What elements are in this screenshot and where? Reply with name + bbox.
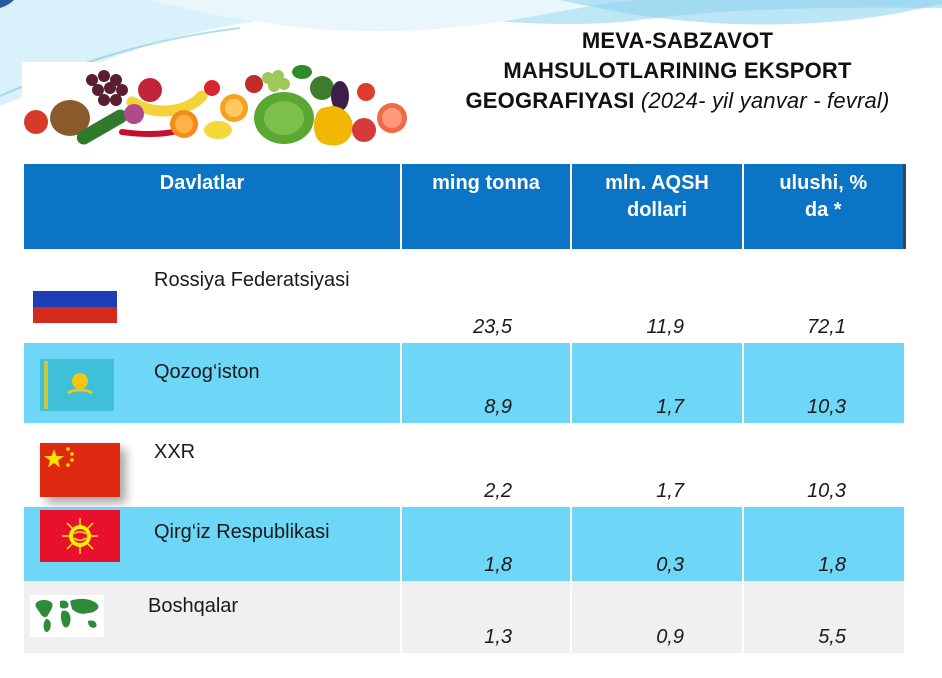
tonnes-cell: 8,9 (401, 343, 572, 423)
share-value: 72,1 (807, 316, 846, 338)
country-cell: Boshqalar (24, 581, 402, 653)
country-cell: Qozog‘iston (24, 343, 402, 423)
tonnes-value: 1,3 (484, 626, 512, 648)
header-usd: mln. AQSH dollari (571, 164, 744, 249)
share-cell: 5,5 (743, 581, 904, 653)
share-value: 10,3 (807, 396, 846, 418)
world-map-icon (30, 595, 104, 637)
tonnes-value: 23,5 (473, 316, 512, 338)
share-cell: 10,3 (743, 423, 904, 507)
header-country: Davlatlar (24, 164, 402, 249)
table-row: Boshqalar 1,3 0,9 5,5 (24, 581, 904, 653)
country-name: Qozog‘iston (154, 361, 260, 383)
page-title: MEVA-SABZAVOT MAHSULOTLARINING EKSPORT G… (420, 26, 935, 116)
table-row: Qozog‘iston 8,9 1,7 10,3 (24, 343, 904, 423)
title-line-3: GEOGRAFIYASI (2024- yil yanvar - fevral) (420, 86, 935, 116)
kazakhstan-flag-icon (40, 359, 114, 411)
usd-cell: 0,9 (571, 581, 744, 653)
share-value: 1,8 (818, 554, 846, 576)
share-cell: 72,1 (743, 249, 904, 343)
usd-cell: 1,7 (571, 423, 744, 507)
tonnes-cell: 2,2 (401, 423, 572, 507)
tonnes-value: 1,8 (484, 554, 512, 576)
country-name: Qirg‘iz Respublikasi (154, 521, 330, 543)
tonnes-value: 8,9 (484, 396, 512, 418)
header-usd-label: mln. AQSH dollari (605, 172, 709, 221)
usd-cell: 11,9 (571, 249, 744, 343)
tonnes-cell: 1,8 (401, 507, 572, 581)
usd-value: 0,3 (656, 554, 684, 576)
tonnes-cell: 1,3 (401, 581, 572, 653)
country-name: Boshqalar (148, 595, 239, 617)
title-line-2: MAHSULOTLARINING EKSPORT (503, 58, 852, 83)
country-name: XXR (154, 441, 196, 463)
tonnes-cell: 23,5 (401, 249, 572, 343)
russia-flag-icon (33, 275, 117, 323)
china-flag-icon (40, 443, 120, 497)
header-share-label: ulushi, % da * (779, 172, 868, 221)
header-share: ulushi, % da * (743, 164, 906, 249)
usd-value: 1,7 (656, 480, 684, 502)
usd-cell: 1,7 (571, 343, 744, 423)
table-row: XXR 2,2 1,7 10,3 (24, 423, 904, 507)
usd-value: 0,9 (656, 626, 684, 648)
usd-value: 1,7 (656, 396, 684, 418)
usd-value: 11,9 (646, 316, 684, 338)
share-value: 10,3 (807, 480, 846, 502)
header-tonnes-label: ming tonna (432, 172, 540, 194)
fruits-vegetables-banner (22, 62, 410, 148)
country-cell: Rossiya Federatsiyasi (24, 249, 402, 343)
usd-cell: 0,3 (571, 507, 744, 581)
table-row: Rossiya Federatsiyasi 23,5 11,9 72,1 (24, 249, 904, 343)
table-header-row: Davlatlar ming tonna mln. AQSH dollari u… (24, 164, 906, 249)
header-tonnes: ming tonna (401, 164, 572, 249)
background-waves (0, 0, 942, 106)
share-cell: 10,3 (743, 343, 904, 423)
country-cell: XXR (24, 423, 402, 507)
tonnes-value: 2,2 (484, 480, 512, 502)
title-geography: GEOGRAFIYASI (465, 88, 635, 113)
share-cell: 1,8 (743, 507, 904, 581)
title-period: (2024- yil yanvar - fevral) (640, 88, 890, 113)
country-cell: Qirg‘iz Respublikasi (24, 507, 402, 581)
header-country-label: Davlatlar (159, 172, 245, 194)
share-value: 5,5 (818, 626, 846, 648)
export-geography-table: Davlatlar ming tonna mln. AQSH dollari u… (24, 164, 906, 653)
kyrgyzstan-flag-icon (40, 510, 120, 562)
country-name: Rossiya Federatsiyasi (154, 269, 350, 291)
title-line-1: MEVA-SABZAVOT (581, 28, 774, 53)
table-row: Qirg‘iz Respublikasi 1,8 0,3 1,8 (24, 507, 904, 581)
